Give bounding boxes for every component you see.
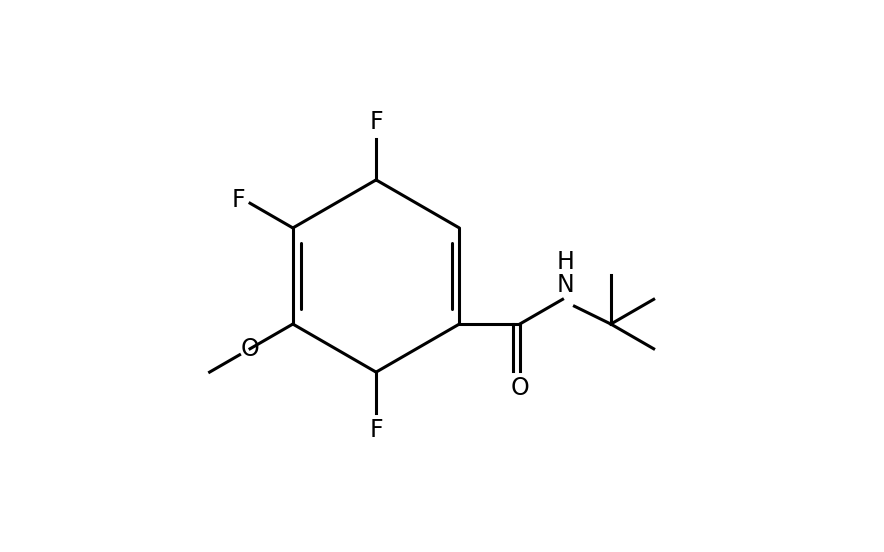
Text: F: F [232, 188, 246, 213]
Text: F: F [370, 418, 383, 442]
Text: O: O [510, 376, 530, 400]
Text: O: O [240, 337, 259, 361]
Text: F: F [370, 110, 383, 134]
Text: H
N: H N [556, 251, 575, 296]
